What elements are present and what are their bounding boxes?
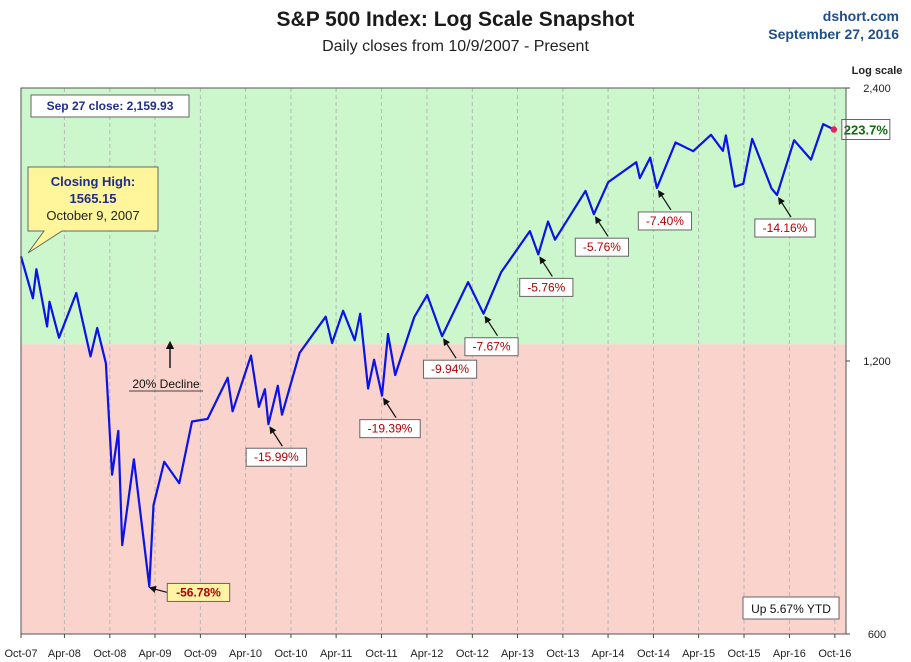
drawdown-box [574,237,630,257]
gain-box [841,118,891,140]
drawdown-box [754,218,816,238]
close-box [30,94,190,118]
drawdown-annotation: -56.78% [148,582,231,602]
drawdown-arrow [443,338,457,359]
x-tick-label: Oct-12 [456,648,489,660]
drawdown-arrow [484,315,498,337]
y-tick-label: 600 [868,629,886,641]
drawdown-annotation: -7.40% [637,189,693,231]
drawdown-box [245,447,308,467]
x-tick-label: Apr-10 [229,648,262,660]
drawdown-label: -9.94% [431,362,469,376]
drawdown-label: -19.39% [368,422,413,436]
closing-high-callout [27,166,159,254]
drawdown-box [464,337,519,357]
drawdown-label: -15.99% [254,450,299,464]
x-tick-label: Apr-16 [773,648,806,660]
drawdown-box [637,211,693,231]
drawdown-box [519,277,574,297]
drawdown-annotation: -19.39% [359,397,421,439]
drawdown-box [422,359,478,379]
closing-high-value: 1565.15 [70,191,117,206]
x-tick-label: Oct-13 [546,648,579,660]
drawdown-annotation: -14.16% [754,196,816,238]
x-tick-label: Oct-11 [365,648,397,660]
drawdown-label: -14.16% [763,221,808,235]
x-tick-label: Oct-14 [637,648,670,660]
x-tick-label: Apr-14 [592,648,625,660]
close-box-label: Sep 27 close: 2,159.93 [47,99,174,113]
x-tick-label: Apr-09 [138,648,171,660]
chart-title: S&P 500 Index: Log Scale Snapshot [276,8,635,31]
drawdown-annotation: -5.76% [519,256,574,297]
x-tick-label: Oct-08 [93,648,126,660]
end-point-marker [830,126,838,133]
drawdown-label: -5.76% [583,240,621,254]
x-tick-label: Oct-16 [818,648,851,660]
x-tick-label: Apr-15 [682,648,715,660]
date-label: September 27, 2016 [768,26,899,42]
drawdown-arrow [778,196,792,218]
drawdown-arrow [657,189,672,211]
ytd-box [742,596,840,620]
drawdown-annotation: -5.76% [574,216,630,257]
drawdown-box [359,419,421,439]
drawdown-arrow [539,256,553,277]
x-tick-label: Oct-09 [184,648,217,660]
drawdown-arrow [594,216,609,237]
closing-high-date: October 9, 2007 [46,208,139,223]
drawdown-annotation: -15.99% [245,426,308,467]
x-tick-label: Oct-07 [4,648,37,660]
drawdown-label: -7.40% [646,214,684,228]
chart-subtitle: Daily closes from 10/9/2007 - Present [322,38,589,55]
y-axis-label: Log scale [852,65,903,77]
drawdown-annotation: -7.67% [464,315,519,357]
x-tick-label: Apr-13 [501,648,534,660]
drawdown-label: -5.76% [527,280,565,294]
gain-label: 223.7% [844,122,889,137]
threshold-label: 20% Decline [132,377,200,391]
ytd-label: Up 5.67% YTD [751,602,831,616]
x-tick-label: Oct-15 [728,648,761,660]
x-tick-label: Oct-10 [274,648,307,660]
x-tick-label: Apr-12 [410,648,443,660]
drawdown-label: -7.67% [472,340,510,354]
x-tick-label: Apr-11 [320,648,352,660]
y-tick-label: 2,400 [863,83,891,95]
drawdown-annotation: -9.94% [422,338,478,379]
drawdown-label: -56.78% [176,585,221,599]
drawdown-arrow [269,426,283,447]
brand-label: dshort.com [822,8,899,24]
drawdown-arrow [148,585,168,594]
closing-high-title: Closing High: [51,174,136,189]
price-line [19,123,835,588]
y-tick-label: 1,200 [863,356,891,368]
drawdown-box [166,582,231,602]
x-tick-label: Apr-08 [48,648,81,660]
drawdown-arrow [383,397,397,418]
